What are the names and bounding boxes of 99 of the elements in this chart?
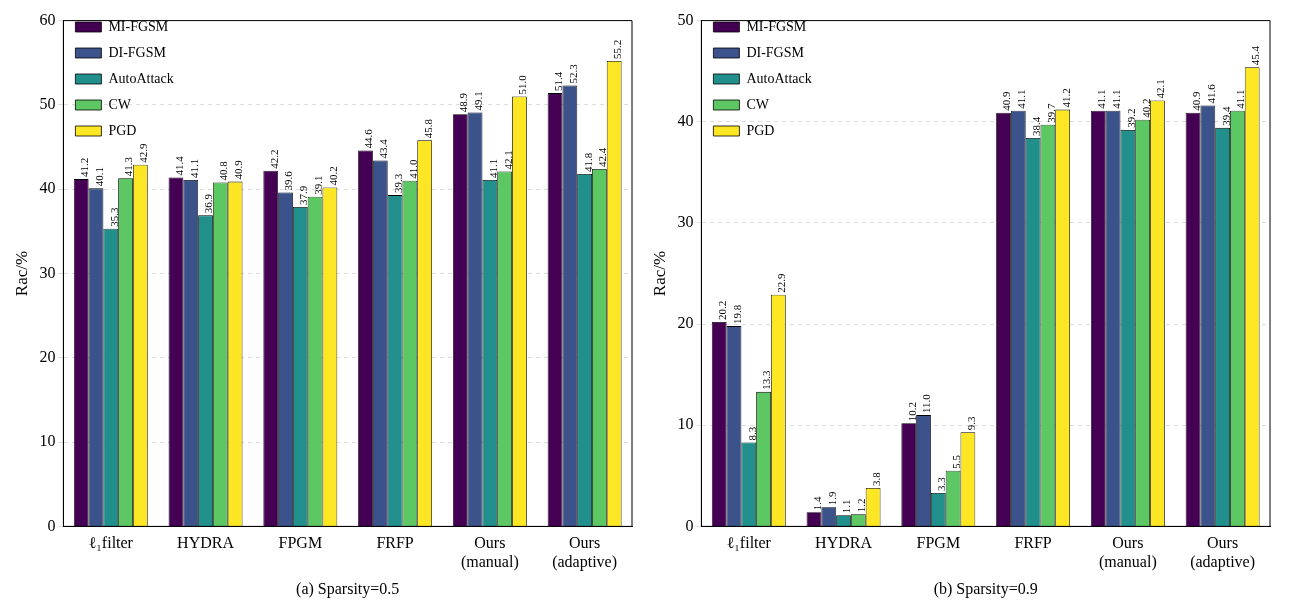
y-tick-label: 30 [677, 213, 694, 231]
y-tick-label: 0 [685, 516, 694, 534]
data-label: 44.6 [362, 128, 375, 149]
y-axis-title: Rac/% [649, 250, 669, 297]
data-label: 1.1 [840, 499, 853, 514]
x-tick-label: Ours (adaptive) [552, 534, 618, 572]
y-tick-label: 40 [677, 111, 694, 129]
data-label: 41.1 [187, 158, 200, 178]
data-label: 42.1 [501, 150, 514, 170]
data-label: 22.9 [775, 272, 788, 293]
data-label: 1.4 [810, 495, 823, 511]
legend-label: AutoAttack [746, 70, 812, 86]
data-label: 39.2 [1124, 108, 1137, 128]
y-tick-label: 20 [39, 348, 56, 365]
data-label: 1.2 [855, 498, 868, 513]
data-label: 41.8 [581, 152, 594, 173]
data-label: 41.0 [406, 159, 419, 179]
data-label: 8.3 [745, 426, 758, 441]
legend-label: PGD [746, 122, 775, 138]
data-label: 37.9 [297, 185, 310, 205]
y-tick-label: 20 [677, 314, 694, 332]
y-tick-label: 50 [677, 10, 694, 28]
x-tick-label: HYDRA [177, 534, 235, 552]
x-tick-label: HYDRA [815, 534, 873, 552]
data-label: 52.3 [566, 63, 579, 84]
data-label: 39.6 [282, 170, 295, 191]
data-label: 51.4 [551, 71, 564, 92]
data-label: 48.9 [457, 92, 470, 113]
legend-label: CW [746, 96, 770, 112]
x-tick-label: Ours (manual) [1098, 534, 1157, 572]
data-label: 41.1 [486, 158, 499, 178]
y-axis-title: Rac/% [11, 250, 31, 297]
data-label: 42.1 [1154, 79, 1167, 99]
y-tick-label: 10 [677, 415, 694, 433]
y-tick-label: 30 [39, 263, 56, 281]
y-tick-label: 0 [47, 516, 56, 534]
data-label: 45.8 [421, 118, 434, 139]
y-tick-label: 60 [39, 10, 56, 28]
data-label: 11.0 [920, 393, 933, 414]
data-label: 41.1 [1015, 89, 1028, 109]
y-tick-label: 10 [39, 432, 56, 450]
legend-label: AutoAttack [108, 70, 174, 86]
data-label: 38.4 [1029, 116, 1042, 136]
x-tick-label: ℓ₁filter [88, 534, 134, 552]
x-tick-label: Ours (manual) [460, 534, 519, 572]
data-label: 39.4 [1219, 106, 1232, 126]
data-label: 42.2 [267, 149, 280, 169]
x-tick-label: FPGM [278, 534, 323, 552]
x-tick-label: ℓ₁filter [726, 534, 772, 552]
data-label: 35.3 [107, 207, 120, 227]
data-label: 40.1 [92, 167, 105, 187]
data-label: 40.8 [217, 160, 230, 181]
legend-label: DI-FGSM [108, 44, 167, 60]
data-label: 39.1 [311, 175, 324, 195]
data-label: 9.3 [964, 416, 977, 431]
data-label: 43.4 [377, 138, 390, 159]
data-label: 41.1 [1095, 89, 1108, 109]
y-tick-label: 50 [39, 95, 56, 113]
x-tick-label: FRFP [376, 534, 414, 552]
data-label: 5.5 [949, 454, 962, 469]
legend-label: PGD [108, 122, 137, 138]
data-label: 55.2 [611, 39, 624, 60]
x-tick-label: Ours (adaptive) [1190, 534, 1256, 572]
data-label: 40.2 [1139, 98, 1152, 118]
data-label: 42.4 [596, 147, 609, 167]
data-label: 40.2 [326, 166, 339, 186]
data-label: 41.4 [172, 155, 185, 176]
data-label: 20.2 [716, 300, 729, 321]
data-label: 40.9 [232, 159, 245, 180]
x-tick-label: FRFP [1014, 534, 1052, 552]
data-label: 41.3 [122, 156, 135, 177]
data-label: 41.6 [1204, 83, 1217, 104]
legend-label: CW [108, 96, 132, 112]
x-axis-title: (b) Sparsity=0.9 [933, 579, 1038, 598]
data-label: 10.2 [905, 401, 918, 422]
data-label: 51.0 [516, 74, 529, 95]
x-tick-label: FPGM [916, 534, 961, 552]
data-label: 1.9 [825, 490, 838, 506]
data-label: 41.2 [78, 157, 91, 178]
legend-label: MI-FGSM [746, 18, 807, 34]
data-label: 40.9 [1000, 90, 1013, 111]
legend-label: DI-FGSM [746, 44, 805, 60]
data-label: 41.2 [1059, 88, 1072, 108]
data-label: 39.3 [391, 173, 404, 194]
data-label: 41.1 [1234, 89, 1247, 109]
data-label: 36.9 [202, 193, 215, 214]
data-label: 13.3 [760, 370, 773, 390]
y-tick-label: 40 [39, 179, 56, 197]
data-label: 45.4 [1249, 45, 1262, 66]
data-label: 49.1 [471, 91, 484, 111]
legend-label: MI-FGSM [108, 18, 169, 34]
x-axis-title: (a) Sparsity=0.5 [296, 579, 400, 598]
data-label: 19.8 [730, 304, 743, 325]
data-label: 40.9 [1189, 90, 1202, 111]
data-label: 42.9 [137, 143, 150, 163]
data-label: 39.7 [1044, 103, 1057, 123]
data-label: 3.8 [870, 471, 883, 486]
data-label: 41.1 [1109, 89, 1122, 109]
data-label: 3.3 [935, 476, 948, 492]
